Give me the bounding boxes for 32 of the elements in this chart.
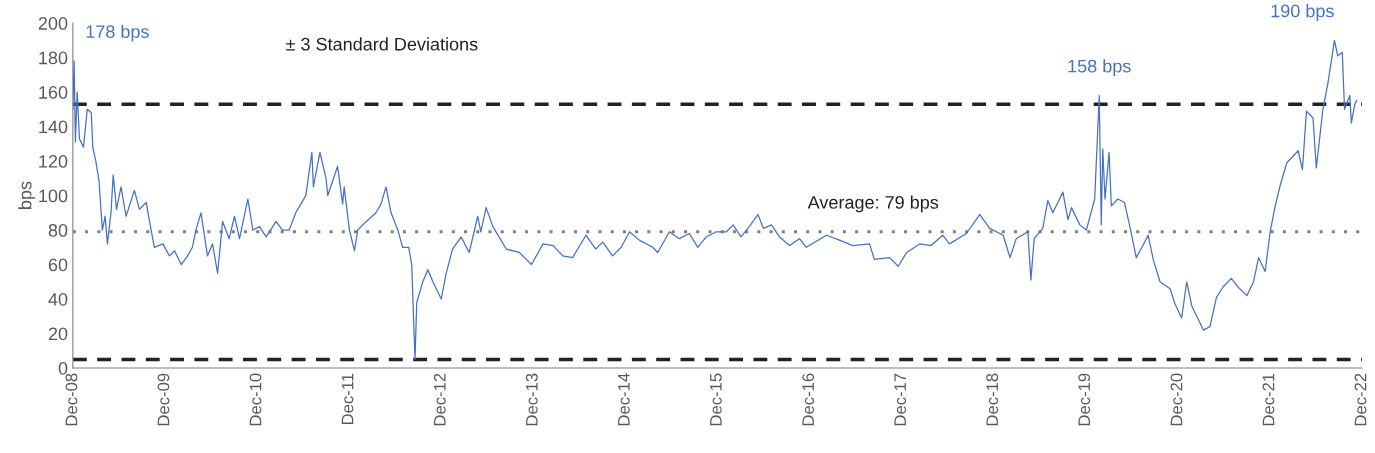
- y-tick-label: 120: [39, 155, 68, 168]
- x-tick-label: Dec-11: [341, 373, 354, 425]
- x-tick-label: Dec-20: [1170, 373, 1183, 426]
- annotation: 158 bps: [1068, 59, 1131, 77]
- x-tick-label: Dec-22: [1354, 373, 1367, 426]
- y-tick-label: 180: [39, 51, 68, 65]
- y-tick-label: 20: [48, 327, 68, 341]
- x-tick-label: Dec-09: [157, 373, 170, 426]
- x-tick-label: Dec-16: [802, 373, 815, 426]
- x-tick-label: Dec-08: [65, 373, 78, 426]
- ref-line-label: ± 3 Standard Deviations: [286, 37, 478, 51]
- x-tick-label: Dec-17: [894, 373, 907, 426]
- x-tick-label: Dec-19: [1078, 373, 1091, 426]
- annotation: 190 bps: [1271, 4, 1334, 21]
- annotation: 178 bps: [86, 24, 149, 42]
- x-tick-label: Dec-15: [710, 373, 722, 426]
- y-axis-title: bps: [18, 181, 36, 209]
- x-tick-label: Dec-13: [525, 373, 538, 426]
- y-tick-label: 200: [38, 17, 68, 30]
- x-tick-label: Dec-21: [1262, 373, 1275, 426]
- x-tick-label: Dec-18: [986, 373, 999, 426]
- x-tick-label: Dec-12: [433, 373, 446, 426]
- y-tick-label: 60: [48, 258, 68, 272]
- y-tick-label: 0: [58, 361, 68, 375]
- y-tick-label: 100: [39, 189, 68, 203]
- ref-line-label: Average: 79 bps: [807, 195, 939, 213]
- y-tick-label: 40: [48, 292, 68, 306]
- y-tick-label: 160: [39, 86, 68, 99]
- y-tick-label: 140: [39, 120, 68, 134]
- x-tick-label: Dec-14: [618, 373, 630, 426]
- x-tick-label: Dec-10: [249, 373, 262, 426]
- y-tick-label: 80: [48, 223, 68, 237]
